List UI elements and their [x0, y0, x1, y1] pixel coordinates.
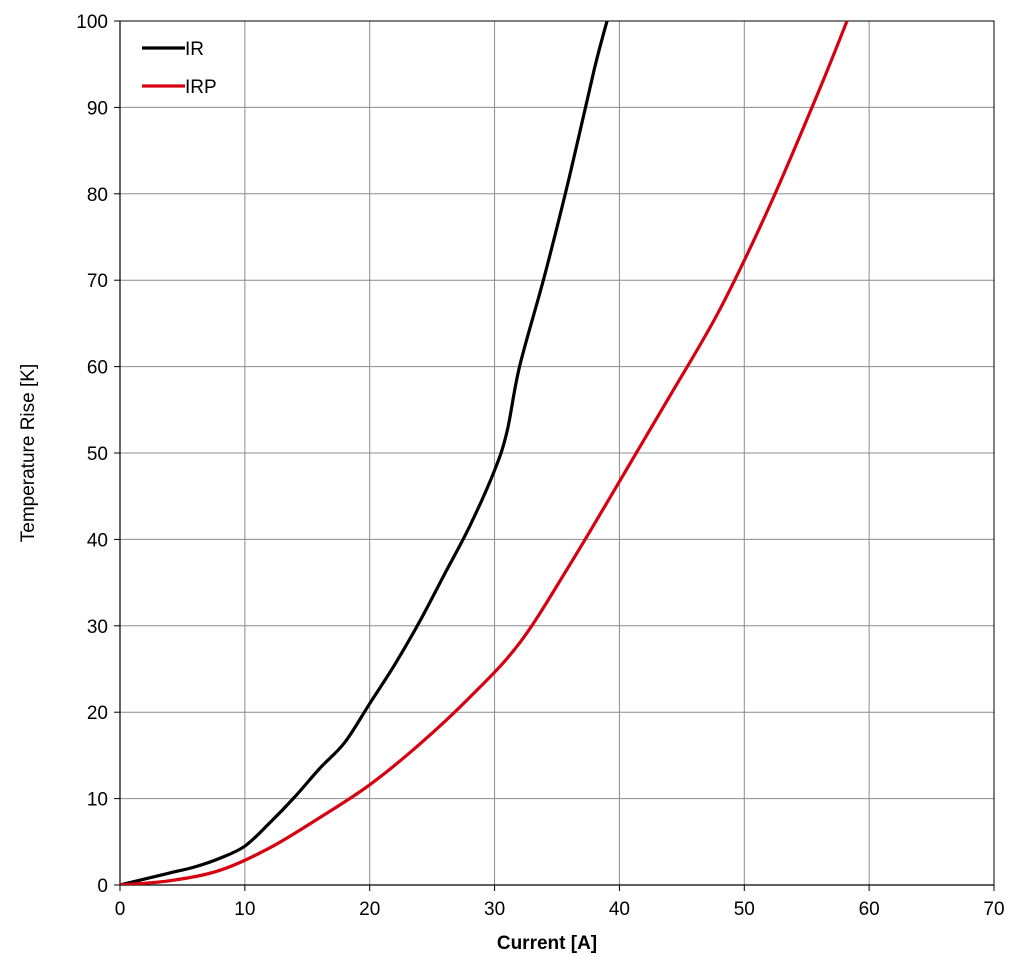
y-tick-label: 100 [76, 12, 108, 33]
y-tick-label: 90 [87, 98, 108, 119]
y-tick-label: 70 [87, 271, 108, 292]
x-tick-label: 50 [734, 899, 755, 920]
x-tick-label: 0 [115, 899, 126, 920]
y-axis-title: Temperature Rise [K] [18, 364, 39, 542]
y-tick-label: 0 [97, 876, 108, 897]
x-tick-label: 70 [983, 899, 1004, 920]
y-tick-label: 10 [87, 790, 108, 811]
x-tick-label: 20 [359, 899, 380, 920]
x-tick-label: 60 [859, 899, 880, 920]
series [120, 21, 849, 885]
y-tick-label: 60 [87, 358, 108, 379]
y-tick-label: 80 [87, 185, 108, 206]
legend-label-ir: IR [185, 39, 204, 60]
series-line-irp [120, 21, 849, 885]
x-tick-label: 30 [484, 899, 505, 920]
x-axis-title: Current [A] [497, 933, 597, 954]
x-tick-label: 40 [609, 899, 630, 920]
x-tick-label: 10 [234, 899, 255, 920]
y-tick-label: 50 [87, 444, 108, 465]
axis-ticks: 0 10 20 30 40 50 60 70 80 90 100 0 10 20 30 40 50 60 70 [76, 12, 1004, 920]
series-line-ir [120, 21, 609, 885]
y-tick-label: 30 [87, 617, 108, 638]
legend: IR IRP [142, 39, 217, 98]
legend-label-irp: IRP [185, 77, 217, 98]
grid [119, 20, 995, 886]
y-tick-label: 40 [87, 530, 108, 551]
y-tick-label: 20 [87, 703, 108, 724]
